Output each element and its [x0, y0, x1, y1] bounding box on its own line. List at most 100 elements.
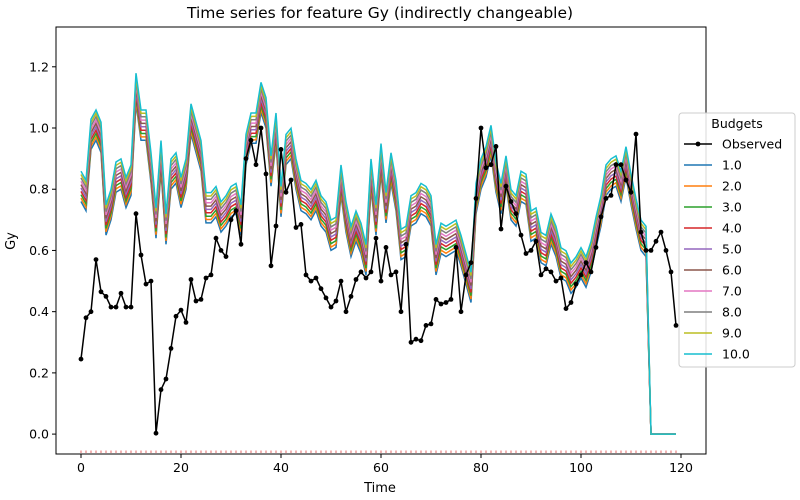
observed-point [308, 278, 314, 284]
legend-label: 1.0 [722, 158, 742, 173]
observed-point [603, 196, 609, 201]
observed-point [653, 238, 659, 244]
observed-point [498, 226, 504, 232]
legend-marker [695, 141, 701, 147]
observed-point [98, 289, 104, 295]
observed-point [123, 304, 129, 310]
observed-point [523, 251, 529, 256]
observed-point [113, 304, 119, 310]
observed-point [488, 162, 494, 168]
observed-point [428, 321, 434, 327]
y-tick-label: 0.4 [29, 304, 49, 319]
legend-label: 10.0 [722, 347, 750, 362]
observed-point [538, 272, 544, 278]
observed-point [168, 346, 174, 351]
observed-point [248, 137, 254, 143]
observed-point [663, 248, 669, 253]
observed-point [83, 315, 89, 321]
observed-point [658, 229, 664, 235]
observed-point [323, 295, 329, 301]
observed-point [278, 147, 284, 152]
x-tick-label: 0 [77, 460, 85, 475]
observed-point [183, 320, 189, 325]
observed-point [413, 336, 419, 342]
y-tick-label: 0.2 [29, 365, 49, 380]
observed-point [253, 162, 259, 168]
observed-point [153, 430, 159, 436]
observed-point [423, 323, 429, 328]
observed-point [458, 309, 464, 315]
y-tick-label: 0.0 [29, 427, 49, 442]
legend-label: 9.0 [722, 326, 742, 341]
observed-point [548, 269, 554, 275]
legend: Budgets Observed 1.0 2.0 3.0 4.0 5.0 6.0 7.0 8.0… [678, 112, 796, 368]
x-axis: 0 20 40 60 80 100 120 [77, 454, 693, 475]
y-tick-label: 1.0 [29, 121, 49, 136]
observed-point [218, 248, 224, 253]
observed-point [408, 339, 414, 345]
observed-point [268, 263, 274, 269]
observed-point [618, 162, 624, 168]
observed-point [223, 254, 229, 259]
y-axis: 0.0 0.2 0.4 0.6 0.8 1.0 1.2 [29, 59, 56, 442]
observed-point [298, 222, 304, 227]
observed-point [108, 304, 114, 310]
observed-point [78, 356, 84, 362]
observed-point [623, 177, 629, 183]
observed-point [433, 297, 439, 302]
observed-point [388, 272, 394, 278]
observed-point [383, 245, 389, 250]
legend-box [678, 112, 796, 368]
observed-point [573, 281, 579, 287]
observed-point [513, 211, 519, 217]
observed-point [533, 238, 539, 244]
observed-point [528, 248, 534, 253]
y-tick-label: 0.6 [29, 243, 49, 258]
series-line-budget-10.0 [80, 73, 676, 435]
observed-point [258, 125, 264, 131]
observed-point [173, 313, 179, 319]
observed-point [633, 131, 639, 137]
observed-point [263, 171, 269, 177]
observed-point [313, 275, 319, 281]
observed-point [163, 376, 169, 382]
observed-point [568, 300, 574, 305]
observed-point [133, 211, 139, 217]
observed-point [363, 275, 369, 281]
observed-point [208, 272, 214, 278]
observed-point [438, 301, 444, 307]
observed-point [643, 248, 649, 253]
observed-point [628, 189, 634, 195]
observed-point [518, 232, 524, 238]
observed-point [483, 165, 489, 171]
observed-point [293, 225, 299, 230]
observed-point [493, 144, 499, 149]
observed-point [453, 245, 459, 250]
observed-point [353, 277, 359, 282]
observed-point [288, 177, 294, 183]
observed-point [553, 278, 559, 284]
observed-point [578, 272, 584, 278]
x-tick-label: 20 [173, 460, 189, 475]
y-tick-label: 1.2 [29, 59, 49, 74]
plot-area [78, 73, 679, 453]
observed-point [588, 269, 594, 275]
observed-point [103, 294, 109, 299]
observed-point [338, 278, 344, 284]
observed-point [558, 275, 564, 281]
observed-point [328, 304, 334, 310]
legend-label: 8.0 [722, 305, 742, 320]
legend-title: Budgets [711, 116, 762, 131]
observed-point [333, 298, 339, 304]
observed-point [318, 286, 324, 292]
legend-label: 5.0 [722, 242, 742, 257]
observed-point [443, 300, 449, 305]
observed-point [343, 309, 349, 315]
observed-point [403, 241, 409, 247]
observed-point [508, 199, 514, 204]
legend-label: 4.0 [722, 221, 742, 236]
observed-point [503, 183, 509, 189]
observed-point [613, 162, 619, 168]
x-tick-label: 100 [569, 460, 593, 475]
observed-point [583, 260, 589, 266]
